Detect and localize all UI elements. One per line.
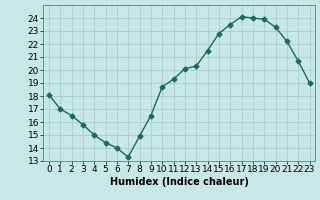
X-axis label: Humidex (Indice chaleur): Humidex (Indice chaleur)	[110, 177, 249, 187]
